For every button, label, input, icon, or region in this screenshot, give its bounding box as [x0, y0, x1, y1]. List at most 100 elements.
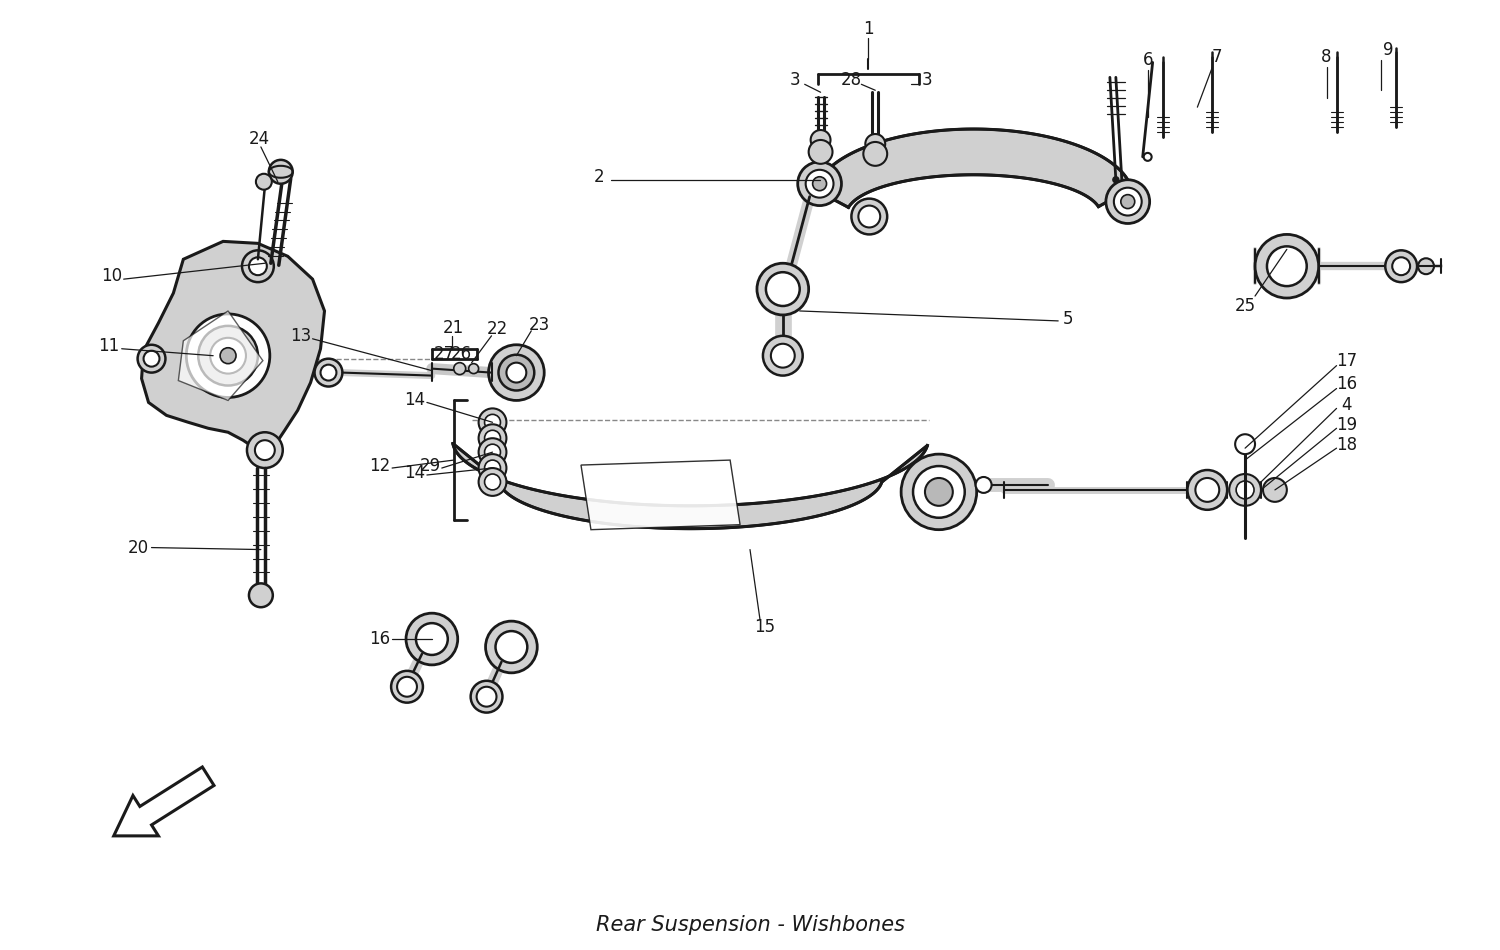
Circle shape	[766, 273, 800, 306]
Circle shape	[484, 474, 501, 490]
Circle shape	[398, 676, 417, 696]
Circle shape	[255, 440, 274, 460]
Circle shape	[498, 354, 534, 390]
Text: 5: 5	[1064, 310, 1074, 328]
Circle shape	[392, 671, 423, 703]
Text: 3: 3	[789, 71, 800, 89]
Circle shape	[1120, 195, 1134, 209]
Text: 27: 27	[433, 345, 456, 363]
Circle shape	[975, 477, 992, 493]
Circle shape	[1234, 434, 1256, 454]
Circle shape	[1196, 478, 1219, 502]
Text: 18: 18	[1336, 436, 1358, 454]
Text: 16: 16	[1336, 374, 1358, 392]
Text: 10: 10	[100, 267, 123, 285]
Text: 3: 3	[921, 71, 933, 89]
Circle shape	[914, 466, 964, 518]
Circle shape	[798, 162, 842, 205]
Circle shape	[198, 326, 258, 386]
Circle shape	[256, 174, 272, 190]
Circle shape	[495, 631, 528, 663]
Circle shape	[249, 257, 267, 276]
Circle shape	[1263, 478, 1287, 502]
Circle shape	[268, 160, 292, 183]
Circle shape	[484, 414, 501, 430]
Circle shape	[484, 430, 501, 446]
Circle shape	[321, 365, 336, 381]
Text: 22: 22	[488, 320, 508, 338]
Polygon shape	[141, 241, 324, 458]
Circle shape	[478, 425, 507, 452]
Circle shape	[806, 170, 834, 198]
Circle shape	[858, 205, 880, 227]
Text: 26: 26	[452, 345, 472, 363]
Circle shape	[406, 613, 457, 665]
Text: 25: 25	[1234, 297, 1256, 315]
Text: 23: 23	[528, 316, 550, 333]
Text: 13: 13	[290, 327, 312, 345]
Circle shape	[764, 335, 802, 375]
Circle shape	[210, 338, 246, 373]
Circle shape	[220, 348, 236, 364]
Circle shape	[138, 345, 165, 372]
Text: 2: 2	[594, 168, 604, 186]
Text: 28: 28	[842, 71, 862, 89]
Circle shape	[1188, 470, 1227, 510]
Circle shape	[478, 438, 507, 466]
Circle shape	[1236, 481, 1254, 499]
Circle shape	[808, 140, 832, 163]
Text: 8: 8	[1322, 48, 1332, 66]
Circle shape	[484, 460, 501, 476]
Circle shape	[1114, 188, 1142, 216]
Text: 11: 11	[98, 336, 120, 354]
Text: 9: 9	[1383, 42, 1394, 60]
Text: 14: 14	[405, 391, 426, 409]
Circle shape	[478, 454, 507, 482]
Circle shape	[477, 687, 496, 707]
Circle shape	[813, 177, 826, 191]
Circle shape	[902, 454, 977, 530]
Text: 20: 20	[128, 539, 148, 557]
Circle shape	[468, 364, 478, 373]
Circle shape	[478, 408, 507, 436]
Circle shape	[1113, 177, 1119, 182]
Circle shape	[186, 314, 270, 397]
Circle shape	[1256, 235, 1318, 298]
Circle shape	[507, 363, 526, 383]
Circle shape	[926, 478, 952, 505]
Circle shape	[771, 344, 795, 368]
Circle shape	[242, 250, 274, 282]
Text: 21: 21	[442, 319, 465, 337]
Text: 17: 17	[1336, 352, 1358, 370]
Text: 6: 6	[1143, 51, 1154, 69]
Circle shape	[489, 345, 544, 401]
Polygon shape	[580, 460, 740, 530]
Polygon shape	[178, 311, 262, 401]
Circle shape	[1418, 258, 1434, 275]
Text: Rear Suspension - Wishbones: Rear Suspension - Wishbones	[596, 916, 904, 936]
Circle shape	[758, 263, 808, 315]
Circle shape	[416, 623, 448, 655]
Polygon shape	[816, 129, 1131, 207]
Circle shape	[1143, 153, 1152, 161]
Circle shape	[248, 432, 282, 468]
Text: 15: 15	[754, 618, 776, 637]
Polygon shape	[453, 444, 927, 529]
Circle shape	[1268, 246, 1306, 286]
Circle shape	[865, 134, 885, 154]
Circle shape	[471, 681, 502, 712]
Text: 4: 4	[1341, 396, 1352, 414]
Circle shape	[453, 363, 465, 374]
Circle shape	[144, 351, 159, 367]
Text: 29: 29	[420, 457, 441, 475]
Text: 12: 12	[369, 457, 392, 475]
FancyArrow shape	[114, 767, 214, 836]
Circle shape	[484, 445, 501, 460]
Circle shape	[249, 583, 273, 607]
Text: 19: 19	[1336, 416, 1358, 434]
Circle shape	[1386, 250, 1417, 282]
Circle shape	[315, 359, 342, 387]
Circle shape	[486, 621, 537, 673]
Text: 14: 14	[405, 464, 426, 482]
Text: 24: 24	[249, 130, 270, 148]
